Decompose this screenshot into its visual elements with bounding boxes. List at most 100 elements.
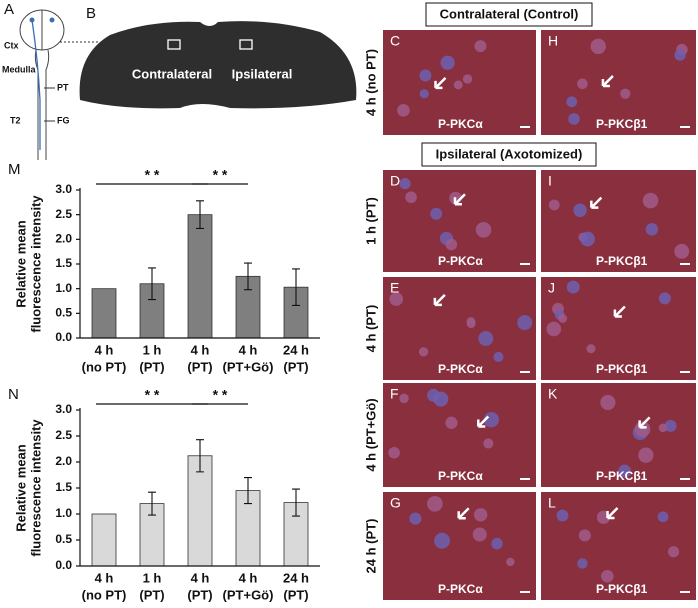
- region-label: Contralateral: [132, 66, 212, 81]
- cell: [642, 192, 659, 209]
- panel-letter: D: [390, 173, 400, 189]
- stain-label: P-PKCβ1: [596, 469, 648, 483]
- cell: [430, 207, 443, 220]
- error-bar: [244, 477, 252, 505]
- panel-letter: N: [8, 386, 19, 403]
- panel-letter: B: [86, 5, 96, 22]
- panel-letter: M: [8, 161, 21, 178]
- x-tick-label: (PT): [187, 587, 212, 602]
- x-tick-label: 4 h: [95, 342, 114, 357]
- cell: [418, 347, 429, 357]
- tract: [31, 19, 41, 150]
- cell: [578, 529, 591, 542]
- micrograph: [541, 30, 696, 135]
- schematic-label: Ctx: [4, 40, 19, 50]
- y-tick-label: 1.5: [55, 256, 72, 270]
- cell: [548, 199, 560, 211]
- cell: [600, 394, 616, 411]
- y-axis-label: Relative mean: [13, 220, 28, 307]
- arrow: [601, 75, 614, 88]
- y-tick-label: 0.5: [55, 306, 72, 320]
- cell: [462, 74, 473, 84]
- x-tick-label: (no PT): [82, 587, 127, 602]
- bar: [187, 214, 213, 339]
- cell: [419, 89, 429, 99]
- header: Ipsilateral (Axotomized): [436, 146, 583, 161]
- panel-letter: A: [4, 1, 14, 18]
- micrograph: [383, 492, 536, 600]
- cell: [664, 419, 677, 432]
- x-tick-label: 4 h: [95, 570, 114, 585]
- y-tick-label: 1.0: [55, 506, 72, 520]
- y-tick-label: 1.5: [55, 480, 72, 494]
- panel-letter: G: [390, 495, 401, 511]
- cell: [472, 527, 487, 542]
- row-label: 4 h (PT+Gö): [363, 398, 378, 471]
- arrow: [433, 293, 446, 307]
- y-tick-label: 2.0: [55, 454, 72, 468]
- cell: [506, 557, 515, 567]
- cell: [667, 546, 680, 558]
- x-tick-label: (PT): [283, 359, 308, 374]
- bar: [235, 275, 261, 339]
- y-tick-label: 2.0: [55, 232, 72, 246]
- significance-label: * *: [145, 167, 160, 183]
- y-tick-label: 0.0: [55, 558, 72, 572]
- cell: [388, 446, 400, 459]
- cell: [409, 512, 422, 525]
- cell: [427, 388, 440, 402]
- cell: [427, 495, 443, 512]
- arrow: [613, 305, 626, 318]
- micrograph: [541, 277, 696, 380]
- region-box: [167, 39, 181, 50]
- header-box: [421, 142, 597, 167]
- error-bar: [292, 268, 300, 306]
- cell: [674, 49, 686, 61]
- stain-label: P-PKCα: [438, 582, 483, 596]
- stain-label: P-PKCβ1: [596, 582, 648, 596]
- cell: [546, 321, 562, 337]
- x-tick-label: 1 h: [143, 342, 162, 357]
- brain-slice: [79, 21, 357, 109]
- x-tick-label: 1 h: [143, 570, 162, 585]
- x-tick-label: 4 h: [239, 342, 258, 357]
- cell: [566, 280, 580, 294]
- schematic-label: T2: [10, 115, 21, 125]
- cell: [645, 223, 659, 236]
- stain-label: P-PKCα: [438, 362, 483, 376]
- cell: [474, 40, 487, 53]
- stain-label: P-PKCα: [438, 117, 483, 131]
- schematic: [19, 9, 100, 160]
- cell: [493, 351, 504, 362]
- y-axis-label: fluorescence intensity: [28, 195, 43, 333]
- cell: [657, 511, 669, 523]
- panel-letter: K: [548, 386, 558, 402]
- region-label: Ipsilateral: [232, 66, 293, 81]
- x-tick-label: 24 h: [283, 570, 309, 585]
- panel-letter: L: [548, 495, 556, 511]
- arrow: [453, 193, 466, 206]
- significance-label: * *: [213, 167, 228, 183]
- panel-letter: E: [390, 280, 399, 296]
- row-label: 4 h (PT): [363, 305, 378, 353]
- error-bar: [196, 439, 204, 473]
- error-bar: [196, 200, 204, 230]
- cell: [483, 438, 494, 449]
- arrow: [606, 507, 619, 520]
- cell: [590, 38, 606, 55]
- cell: [397, 103, 410, 117]
- x-tick-label: (PT): [283, 587, 308, 602]
- cell: [568, 113, 580, 125]
- x-tick-label: (no PT): [82, 359, 127, 374]
- cell: [658, 423, 668, 433]
- schematic-label: FG: [57, 115, 70, 125]
- panel-letter: C: [390, 33, 400, 49]
- arrow: [434, 76, 447, 90]
- row-label: 24 h (PT): [363, 519, 378, 574]
- cell-dot: [49, 17, 55, 23]
- cell: [445, 416, 458, 429]
- error-bar: [148, 491, 156, 516]
- cell: [658, 292, 671, 305]
- panel-letter: F: [390, 386, 399, 402]
